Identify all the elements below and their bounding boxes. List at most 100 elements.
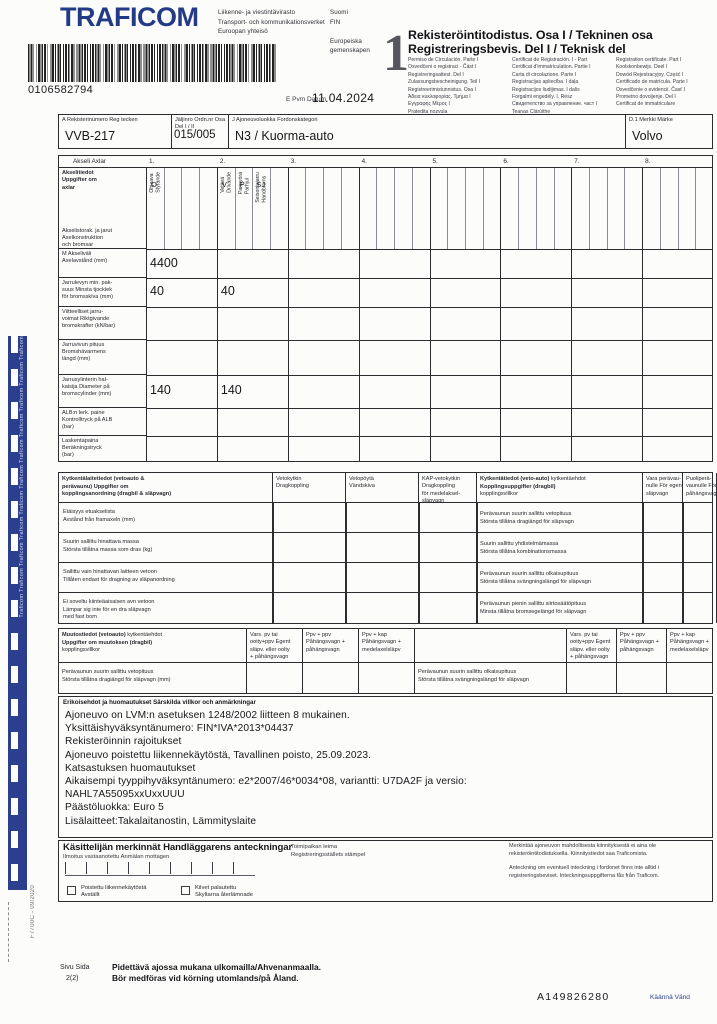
axle-column-8 [643, 168, 714, 461]
axle-subcolumn [218, 168, 236, 249]
modification-row-left-text: Perävaunun suurin sallittu vetopituus Stö… [62, 669, 171, 683]
axle-row-separator [147, 307, 712, 308]
axle-subcolumn [484, 168, 502, 249]
coupling-col-own-trailer: Vara perävau-nulle För egen släpvagn [643, 473, 683, 623]
axle-column-1 [147, 168, 218, 461]
value-order-number: 015/005 [174, 129, 216, 141]
axle-row-label-column: Akselitiedot Uppgifter om axlar Akselistor… [59, 168, 147, 461]
coupling-row-label-left: Sallittu vain hinattavan laitteen vetoon… [63, 569, 175, 583]
translation-line: Koolskonbewijs. Deel I [616, 64, 668, 71]
modification-col-left-3-label: Ppv + kap Påhängsvagn + medelaxelsläpv [362, 632, 402, 653]
axle-row-label: M Akseliväli Axelavstånd (mm) [62, 251, 108, 264]
checkbox-plates-returned[interactable] [181, 886, 190, 895]
coupling-column-separator [683, 503, 684, 623]
translation-line: Registracijas apliecība. I daļa [512, 79, 579, 86]
coupling-header-row [59, 473, 712, 503]
checkbox-deregistered-label: Poistettu liikennekäytöstä Avställt [81, 885, 147, 899]
modification-col-left-1: Vars. pv tai ooity+ppv Egent släpv. eller … [247, 629, 303, 693]
comb-tick [170, 862, 171, 874]
special-condition-line: Ajoneuvo poistettu liikennekäytöstä, Tav… [65, 749, 372, 761]
document-code: A149826280 [537, 991, 610, 1003]
modification-col-left-3: Ppv + kap Påhängsvagn + medelaxelsläpv [359, 629, 415, 693]
axle-number-4: 4. [361, 158, 367, 165]
coupling-col-semi-trailer-label: Puoliperä-vaunulle För påhängsvagn [686, 476, 717, 497]
translation-line: Certificat d'immatriculation. Partie I [512, 64, 591, 71]
modification-col-left-1-label: Vars. pv tai ooity+ppv Egent släpv. eller … [250, 632, 291, 661]
axle-subcolumn [537, 168, 555, 249]
translations-column-2: Certificat de Registración. I - Part Cert… [512, 57, 616, 116]
date-value: 11.04.2024 [312, 91, 375, 105]
country-fi: Suomi [330, 9, 349, 16]
coupling-row-label-right: Perävaunun pienin sallittu siirtosäätöpi… [480, 601, 587, 615]
comb-tick [107, 862, 108, 874]
axle-row-label: Jarrulevyn min. pak-suus Minsta tjocklek… [62, 280, 113, 300]
axle-number-1: 1. [149, 158, 155, 165]
carry-note-sv: Bör medföras vid körning utomlands/på Ål… [112, 973, 299, 983]
translation-line: Certificat de Registración. I - Part [512, 57, 588, 63]
coupling-data-table: Kytkentälaitetiedot (vetoauto & perävaun… [58, 472, 717, 624]
translation-line: Registration certificate. Part I [616, 57, 682, 63]
axle-subcolumn [572, 168, 590, 249]
axle-row: Viitteelliset jarru-voimat Riktgivande br… [59, 307, 146, 340]
modification-col-right-1: Vars. pv tai ooity+ppv Egent släpv. eller … [567, 629, 617, 693]
axle-subcolumn [466, 168, 484, 249]
office-stamp-label-sv: Registreringsställets stämpel [291, 852, 366, 859]
translation-line: Certificat de immatriculare [616, 101, 676, 108]
perforation-line [8, 902, 27, 962]
modification-header-row [59, 629, 712, 663]
carry-note-fi: Pidettävä ajossa mukana ulkomailla/Ahven… [112, 962, 321, 972]
date-label: E Pvm Datum [286, 96, 327, 103]
axle-subcolumn [625, 168, 643, 249]
axle-row-separator [147, 408, 712, 409]
checkbox-plates-returned-label: Kilvet palautettu Skyltarna återlämnade [195, 885, 253, 899]
special-condition-line: Lisälaitteet:Takalaitanostin, Lämmitysla… [65, 815, 257, 827]
coupling-row-label-right: Suurin sallittu yhdistelmämassa Största t… [480, 541, 567, 555]
barcode-image [28, 44, 276, 82]
value-registration-number: VVB-217 [65, 129, 116, 143]
modification-mid-cell [415, 629, 567, 693]
translation-line: Registreerimistunnistus. Osa I [408, 86, 476, 93]
coupling-row-label-left: Etäisyys etuakselista Avstånd från framax… [63, 509, 136, 523]
agency-names: Liikenne- ja viestintävirasto Transport-… [218, 8, 370, 54]
axle-subcolumn [377, 168, 396, 249]
label-order-number: Jäljinro Ordn.nr Osa Del I / II [175, 117, 226, 130]
security-strip-ticks [11, 336, 18, 890]
agency-name-fi: Liikenne- ja viestintävirasto [218, 9, 296, 16]
comb-tick [233, 862, 234, 874]
axle-subcolumn [200, 168, 218, 249]
axle-column-7 [572, 168, 644, 461]
axle-subcolumn-label: Seisontajarru Handbroms [255, 172, 268, 203]
axle-row: ALB:n lerk. paine Kontrolltryck på ALB (ba… [59, 408, 146, 436]
translation-line: Свидетелство за управление. част I [512, 101, 598, 108]
axle-row-separator [147, 375, 712, 376]
axle-cell-value: 4400 [150, 256, 178, 270]
translation-line: Dowód Rejestracyjny. Część I [616, 71, 684, 78]
translation-line: Osvedčenie o evidencii. Časť I [616, 86, 686, 93]
axle-cell-value: P [239, 180, 245, 189]
label-make: D.1 Merkki Märke [629, 117, 673, 123]
field-vehicle-category: J Ajoneuvoluokka Fordonskategori N3 / Ku… [229, 115, 626, 148]
coupling-row-label-right: Perävaunun suurin sallittu olkaisupituus… [480, 571, 592, 585]
form-code: F7700C - 09/2020 [30, 885, 36, 939]
checkbox-deregistered[interactable] [67, 886, 76, 895]
special-conditions-body: Ajoneuvo on LVM:n asetuksen 1248/2002 li… [65, 709, 706, 828]
axle-cell-value: V [221, 180, 227, 189]
special-condition-line: Rekisteröinnin rajoitukset [65, 736, 182, 748]
special-conditions-header: Erikoisehdot ja huomautukset Särskilda v… [63, 699, 256, 706]
page-label: Sivu Sida [60, 964, 90, 971]
office-stamp-label: Toimipaikan leima Registreringsställets … [291, 843, 365, 860]
comb-tick [65, 862, 66, 874]
axle-subcolumn-label: Ohjaava Styrande [149, 172, 162, 193]
traficom-logo: TRAFICOM [60, 2, 199, 32]
date-comb-field[interactable] [65, 862, 255, 874]
modification-col-right-3-label: Ppv + kap Påhängsvagn + medelaxelsläpv [670, 632, 710, 653]
axle-column-2 [218, 168, 289, 461]
coupling-col-vandskiva-label: Vetopöytä Vändskiva [349, 476, 375, 490]
axle-row: Jarruvivun pituus Bromshävarmens längd (mm… [59, 340, 146, 375]
comb-tick [149, 862, 150, 874]
axle-row-separator [147, 436, 712, 437]
comb-tick [128, 862, 129, 874]
field-make: D.1 Merkki Märke Volvo [626, 115, 714, 148]
axle-subcolumn [448, 168, 466, 249]
axle-subcolumn [360, 168, 378, 249]
